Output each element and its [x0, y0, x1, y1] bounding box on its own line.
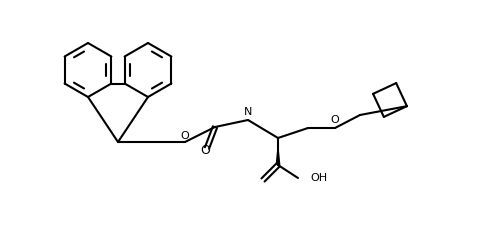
Text: OH: OH — [310, 173, 327, 183]
Text: N: N — [244, 107, 252, 117]
Polygon shape — [276, 138, 281, 165]
Text: O: O — [331, 115, 339, 125]
Text: O: O — [200, 144, 210, 156]
Text: O: O — [181, 131, 189, 141]
